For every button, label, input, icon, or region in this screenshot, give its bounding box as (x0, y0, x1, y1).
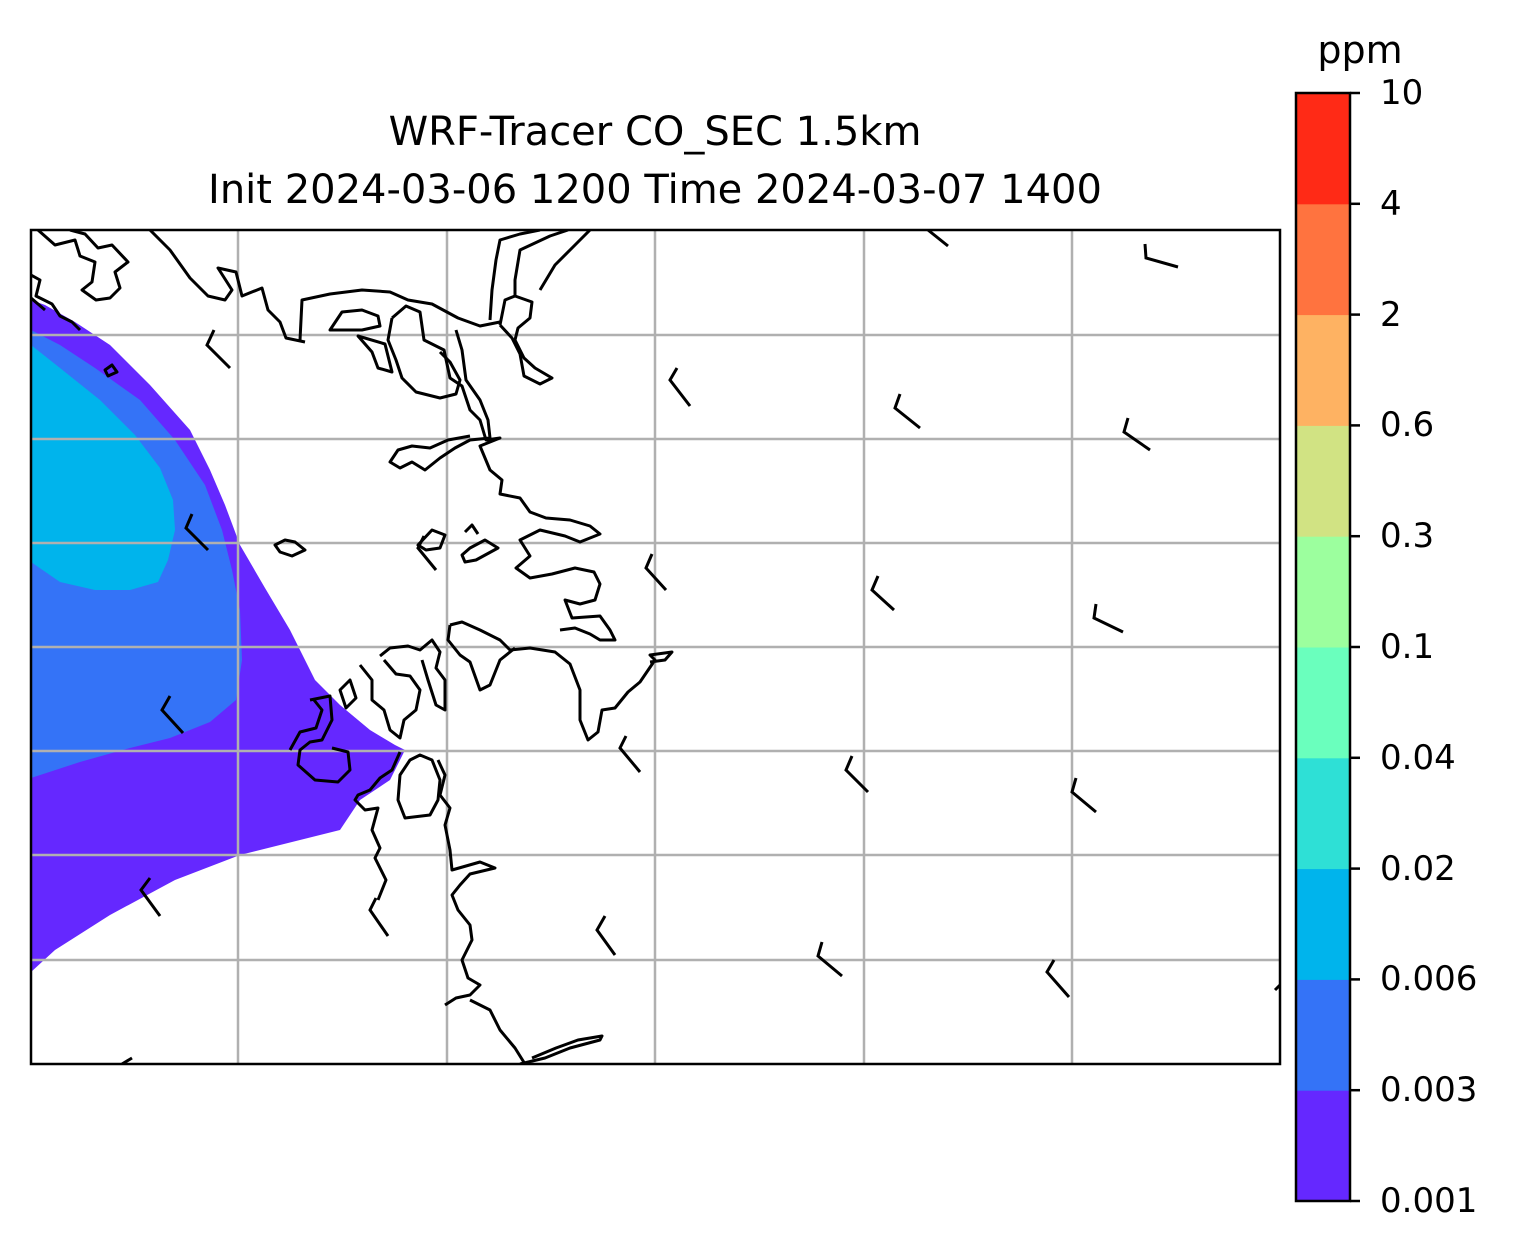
colorbar-segment (1296, 93, 1350, 205)
colorbar-segment (1296, 647, 1350, 759)
colorbar-tick-label: 0.6 (1380, 405, 1435, 446)
colorbar-unit-label: ppm (1317, 28, 1403, 72)
colorbar-tick-label: 0.003 (1380, 1070, 1478, 1111)
map-gridlines (31, 230, 1280, 1064)
colorbar-segment (1296, 1090, 1350, 1202)
wind-barbs (139, 230, 1179, 998)
colorbar-segment (1296, 979, 1350, 1091)
colorbar-segment (1296, 757, 1350, 870)
map-title-line-1: WRF-Tracer CO_SEC 1.5km (388, 109, 922, 155)
colorbar-tick-label: 0.001 (1380, 1181, 1478, 1221)
colorbar-segment (1296, 314, 1350, 426)
colorbar-tick-label: 0.006 (1380, 959, 1478, 1000)
colorbar-tick-label: 10 (1380, 73, 1424, 113)
colorbar-tick-label: 0.1 (1380, 627, 1435, 667)
colorbar-tick-label: 0.02 (1380, 848, 1456, 889)
colorbar-segment (1296, 425, 1350, 537)
colorbar-segment (1296, 868, 1350, 980)
colorbar-tick-label: 4 (1380, 183, 1402, 224)
plume-band-0.006 (31, 345, 175, 590)
colorbar-tick-label: 0.04 (1380, 737, 1456, 778)
map-title-line-2: Init 2024-03-06 1200 Time 2024-03-07 140… (208, 167, 1102, 213)
colorbar-segment (1296, 203, 1350, 316)
colorbar-tick-label: 0.3 (1380, 516, 1435, 557)
colorbar-segment (1296, 536, 1350, 648)
coastline (31, 230, 1280, 1064)
colorbar (1294, 91, 1360, 1203)
map-panel (31, 230, 1280, 1064)
colorbar-tick-label: 2 (1380, 294, 1402, 335)
map-frame (29, 228, 1282, 1066)
